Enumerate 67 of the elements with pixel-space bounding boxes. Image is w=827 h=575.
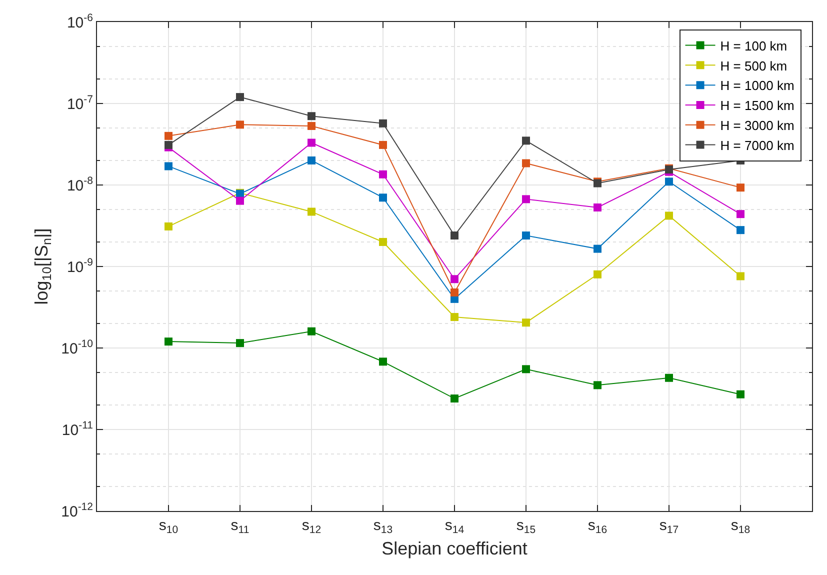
x-tick-label: s$_{14}$ <box>444 517 464 536</box>
point <box>308 112 316 120</box>
x-tick-label: s$_{12}$ <box>302 517 322 536</box>
point <box>164 338 172 346</box>
point <box>236 120 244 129</box>
point <box>665 212 673 220</box>
legend-label: H = 1000 km <box>720 78 794 94</box>
point <box>164 222 172 230</box>
point <box>736 184 744 192</box>
point <box>522 318 530 327</box>
point <box>450 313 458 322</box>
point <box>450 275 458 284</box>
y-tick-label: 10$^{-6}$ <box>66 12 94 32</box>
point <box>522 195 530 204</box>
point <box>594 270 602 278</box>
legend-label: H = 7000 km <box>720 138 794 153</box>
point <box>308 122 316 130</box>
legend-label: H = 500 km <box>720 58 788 74</box>
point <box>164 140 172 149</box>
point <box>164 162 172 170</box>
point <box>736 226 744 234</box>
y-tick-label: 10$^{-12}$ <box>61 500 94 520</box>
point <box>736 210 744 218</box>
point <box>236 196 244 205</box>
point <box>308 327 316 336</box>
point <box>308 156 316 164</box>
y-tick-label: 10$^{-10}$ <box>61 338 94 358</box>
x-tick-label: s$_{11}$ <box>230 517 250 536</box>
point <box>594 203 602 212</box>
x-tick-label: s$_{10}$ <box>158 517 178 536</box>
point <box>379 358 387 366</box>
point <box>594 381 602 390</box>
point <box>308 208 316 216</box>
point <box>164 132 172 140</box>
point <box>736 272 744 280</box>
y-tick-label: 10$^{-8}$ <box>66 174 94 194</box>
legend-label: H = 1500 km <box>720 98 794 114</box>
point <box>379 119 387 128</box>
y-tick-label: 10$^{-9}$ <box>66 256 94 276</box>
x-tick-label: s$_{17}$ <box>659 517 679 536</box>
legend-label: H = 3000 km <box>720 118 794 133</box>
point <box>308 138 316 147</box>
point <box>736 390 744 398</box>
point <box>450 394 458 403</box>
point <box>522 365 530 374</box>
x-axis-title: Slepian coefficient <box>382 538 528 558</box>
x-tick-label: s$_{13}$ <box>373 517 393 536</box>
point <box>665 178 673 186</box>
point <box>379 170 387 178</box>
point <box>450 288 458 296</box>
point <box>522 232 530 240</box>
y-tick-label: 10$^{-11}$ <box>62 419 94 439</box>
legend-label: H = 100 km <box>720 38 788 54</box>
x-tick-label: s$_{16}$ <box>588 517 608 536</box>
point <box>522 159 530 168</box>
point <box>594 244 602 253</box>
point <box>450 232 458 240</box>
point <box>522 136 530 145</box>
point <box>379 238 387 246</box>
point <box>379 140 387 149</box>
point <box>236 93 244 102</box>
point <box>665 374 673 382</box>
x-tick-label: s$_{15}$ <box>516 517 536 536</box>
x-tick-label: s$_{18}$ <box>730 517 750 536</box>
point <box>379 194 387 202</box>
point <box>236 339 244 348</box>
y-tick-label: 10$^{-7}$ <box>66 93 94 113</box>
